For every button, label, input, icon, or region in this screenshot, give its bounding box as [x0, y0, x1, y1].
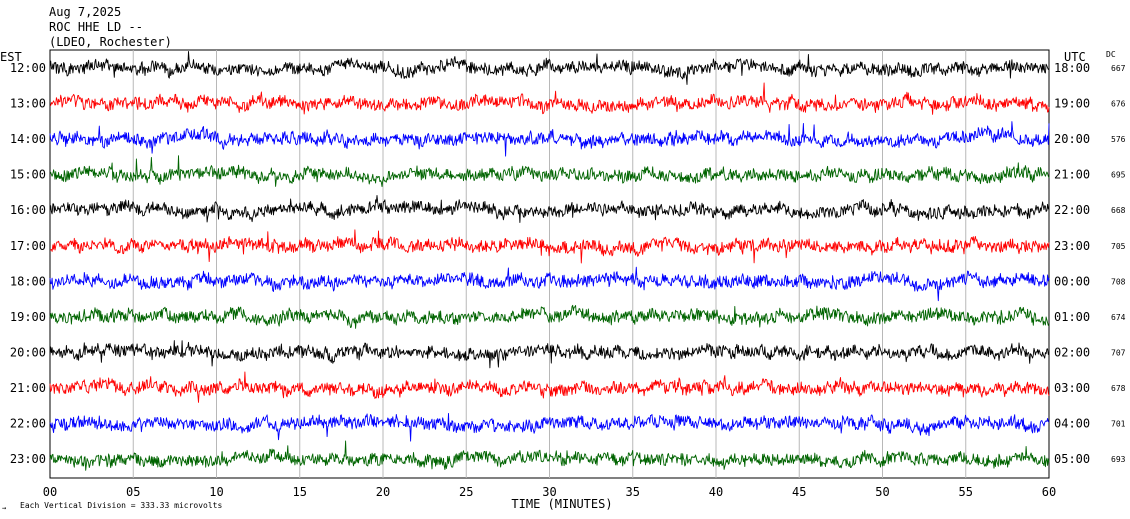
- x-tick-label: 25: [459, 485, 473, 499]
- utc-row-label: 18:00: [1054, 61, 1090, 75]
- x-tick-label: 30: [542, 485, 556, 499]
- est-row-label: 14:00: [10, 132, 46, 146]
- seismic-trace: [49, 440, 1050, 471]
- utc-row-label: 03:00: [1054, 381, 1090, 395]
- utc-row-label: 22:00: [1054, 203, 1090, 217]
- est-row-label: 22:00: [10, 417, 46, 431]
- x-tick-label: 20: [376, 485, 390, 499]
- x-tick-label: 35: [626, 485, 640, 499]
- dc-offset-label: 708: [1111, 277, 1126, 286]
- footer-scale: Each Vertical Division = 333.33 microvol…: [20, 501, 222, 510]
- dc-offset-label: 707: [1111, 348, 1126, 357]
- dc-offset-label: 705: [1111, 242, 1126, 251]
- est-row-label: 23:00: [10, 452, 46, 466]
- est-row-label: 20:00: [10, 345, 46, 359]
- x-axis-label: TIME (MINUTES): [511, 497, 612, 511]
- grid-lines: [132, 50, 967, 478]
- est-axis-title: EST: [0, 50, 22, 64]
- utc-row-label: 20:00: [1054, 132, 1090, 146]
- seismic-trace: [49, 195, 1050, 223]
- x-tick-label: 05: [126, 485, 140, 499]
- x-axis-ticks: 00 05 10 15 20 25 30 35 40 45 50 55 60: [43, 485, 1056, 499]
- seismic-trace: [49, 82, 1050, 115]
- seismic-trace: [49, 340, 1050, 369]
- header-station: ROC HHE LD --: [49, 20, 143, 34]
- utc-row-label: 00:00: [1054, 274, 1090, 288]
- dc-offset-label: 695: [1111, 171, 1126, 180]
- x-tick-label: 55: [959, 485, 973, 499]
- dc-offset-label: 576: [1111, 135, 1126, 144]
- dc-offset-label: 701: [1111, 420, 1126, 429]
- x-tick-label: 00: [43, 485, 57, 499]
- utc-row-label: 01:00: [1054, 310, 1090, 324]
- est-row-label: 16:00: [10, 203, 46, 217]
- seismic-traces: [49, 51, 1050, 471]
- seismic-trace: [49, 51, 1050, 85]
- utc-row-label: 02:00: [1054, 345, 1090, 359]
- dc-axis-title: DC: [1106, 50, 1116, 59]
- dc-offset-label: 693: [1111, 455, 1126, 464]
- dc-offset-label: 668: [1111, 206, 1126, 215]
- x-tick-label: 40: [709, 485, 723, 499]
- header-date: Aug 7,2025: [49, 5, 121, 19]
- est-row-label: 12:00: [10, 61, 46, 75]
- est-row-label: 13:00: [10, 97, 46, 111]
- utc-row-label: 04:00: [1054, 417, 1090, 431]
- utc-row-label: 23:00: [1054, 239, 1090, 253]
- utc-row-label: 19:00: [1054, 97, 1090, 111]
- seismic-trace: [49, 304, 1050, 329]
- row-labels: 12:00 18:00 667 13:00 19:00 676 14:00 20:00 576 1…: [10, 61, 1126, 466]
- seismic-trace: [49, 121, 1050, 157]
- seismic-trace: [49, 266, 1050, 302]
- x-tick-label: 50: [875, 485, 889, 499]
- seismic-trace: [49, 155, 1050, 188]
- dc-offset-label: 678: [1111, 384, 1126, 393]
- dc-offset-label: 676: [1111, 100, 1126, 109]
- seismic-trace: [50, 229, 1050, 264]
- dc-offset-label: 667: [1111, 64, 1126, 73]
- x-tick-label: 10: [209, 485, 223, 499]
- utc-axis-title: UTC: [1064, 50, 1086, 64]
- est-row-label: 18:00: [10, 274, 46, 288]
- x-tick-label: 60: [1042, 485, 1056, 499]
- utc-row-label: 05:00: [1054, 452, 1090, 466]
- seismic-trace: [49, 412, 1050, 442]
- footer-mark: →: [2, 504, 6, 512]
- header-network: (LDEO, Rochester): [49, 35, 172, 49]
- x-tick-label: 45: [792, 485, 806, 499]
- x-tick-label: 15: [293, 485, 307, 499]
- est-row-label: 17:00: [10, 239, 46, 253]
- est-row-label: 19:00: [10, 310, 46, 324]
- utc-row-label: 21:00: [1054, 168, 1090, 182]
- seismic-trace: [49, 371, 1050, 403]
- dc-offset-label: 674: [1111, 313, 1126, 322]
- est-row-label: 15:00: [10, 168, 46, 182]
- est-row-label: 21:00: [10, 381, 46, 395]
